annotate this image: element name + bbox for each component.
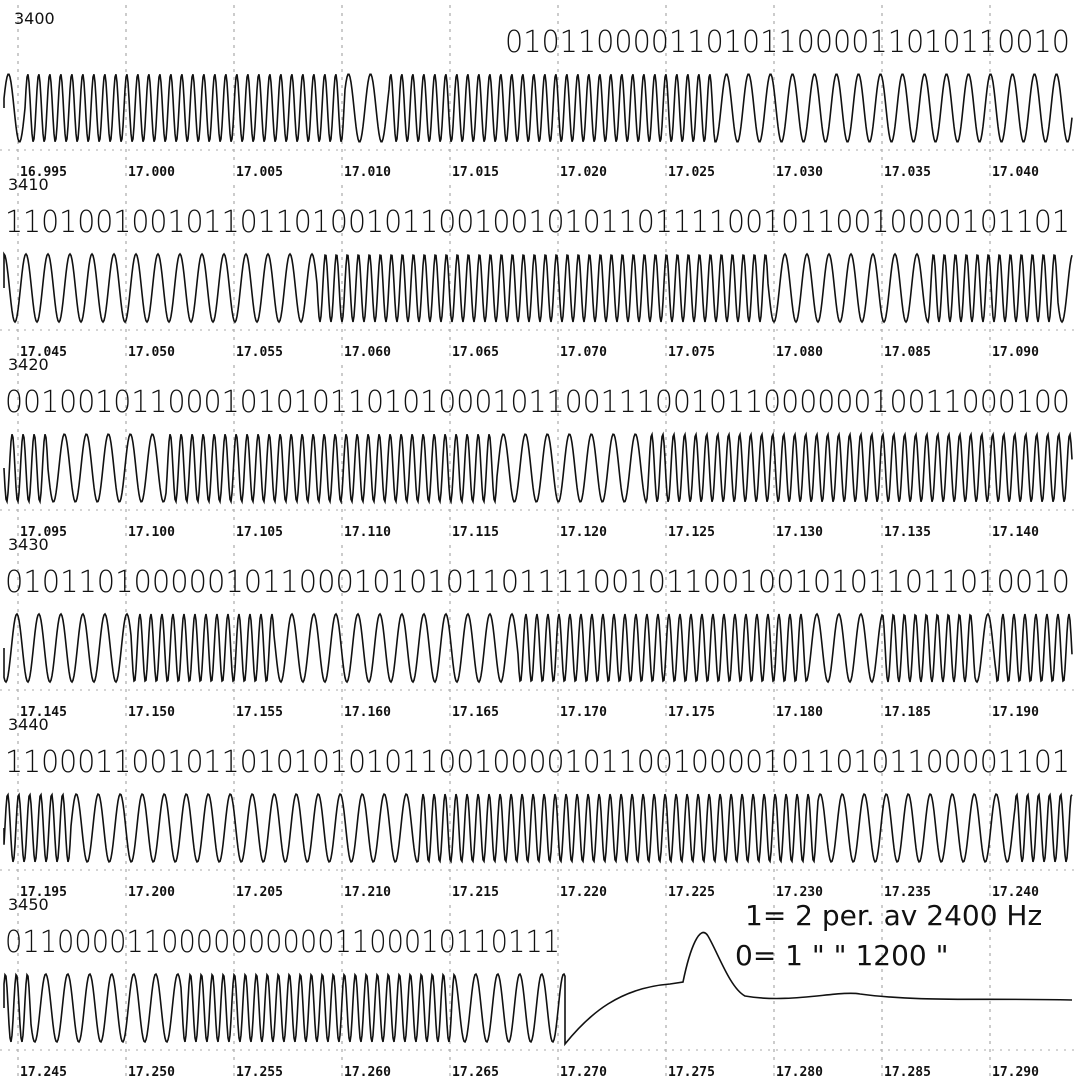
time-label: 17.185 — [884, 705, 931, 720]
time-label: 17.150 — [128, 705, 175, 720]
bit-string: 1101001001011011010010110010010101101111… — [5, 205, 1070, 240]
page: {"rows": [ {"label": "3400", "bits": "01… — [0, 0, 1076, 1082]
legend-line: 1= 2 per. av 2400 Hz — [745, 899, 1042, 932]
row-label: 3400 — [14, 9, 55, 28]
time-label: 17.055 — [236, 345, 283, 360]
time-label: 17.210 — [344, 885, 391, 900]
legend-line: 0= 1 " " 1200 " — [735, 939, 949, 972]
time-label: 17.100 — [128, 525, 175, 540]
row-label: 3410 — [8, 175, 49, 194]
time-label: 17.285 — [884, 1065, 931, 1080]
time-label: 17.225 — [668, 885, 715, 900]
time-label: 17.260 — [344, 1065, 391, 1080]
time-label: 17.090 — [992, 345, 1039, 360]
time-label: 17.250 — [128, 1065, 175, 1080]
time-label: 17.230 — [776, 885, 823, 900]
time-label: 17.175 — [668, 705, 715, 720]
time-label: 17.280 — [776, 1065, 823, 1080]
time-label: 17.015 — [452, 165, 499, 180]
time-label: 17.000 — [128, 165, 175, 180]
time-label: 17.190 — [992, 705, 1039, 720]
time-label: 17.265 — [452, 1065, 499, 1080]
time-label: 17.020 — [560, 165, 607, 180]
time-label: 17.215 — [452, 885, 499, 900]
time-label: 17.275 — [668, 1065, 715, 1080]
time-label: 17.270 — [560, 1065, 607, 1080]
time-label: 17.255 — [236, 1065, 283, 1080]
waveform — [4, 254, 1072, 322]
row-label: 3440 — [8, 715, 49, 734]
row-label: 3420 — [8, 355, 49, 374]
time-label: 17.025 — [668, 165, 715, 180]
time-label: 17.085 — [884, 345, 931, 360]
time-label: 17.240 — [992, 885, 1039, 900]
time-label: 17.035 — [884, 165, 931, 180]
waveform — [4, 434, 1072, 502]
time-label: 17.110 — [344, 525, 391, 540]
time-label: 17.120 — [560, 525, 607, 540]
waveform — [4, 614, 1072, 682]
time-label: 17.010 — [344, 165, 391, 180]
time-label: 17.290 — [992, 1065, 1039, 1080]
time-label: 17.080 — [776, 345, 823, 360]
time-label: 17.200 — [128, 885, 175, 900]
bit-string: 01100001100000000001100010110111 — [5, 925, 560, 960]
time-label: 17.235 — [884, 885, 931, 900]
time-label: 17.070 — [560, 345, 607, 360]
time-label: 17.180 — [776, 705, 823, 720]
bit-string: 0101100001101011000011010110010 — [505, 25, 1070, 60]
row-label: 3450 — [8, 895, 49, 914]
time-label: 17.050 — [128, 345, 175, 360]
time-label: 17.170 — [560, 705, 607, 720]
figure: 3400010110000110101100001101011001016.99… — [0, 0, 1076, 1082]
time-label: 17.060 — [344, 345, 391, 360]
time-label: 17.130 — [776, 525, 823, 540]
time-label: 17.220 — [560, 885, 607, 900]
bit-string: 0101101000001011000101010110111100101100… — [5, 565, 1070, 600]
time-label: 17.040 — [992, 165, 1039, 180]
time-label: 17.140 — [992, 525, 1039, 540]
time-label: 17.075 — [668, 345, 715, 360]
bit-string: 0010010110001010101101010001011001110010… — [5, 385, 1070, 420]
time-label: 17.105 — [236, 525, 283, 540]
time-label: 17.135 — [884, 525, 931, 540]
time-label: 17.155 — [236, 705, 283, 720]
waveform — [4, 794, 1072, 862]
bit-string: 1100011001011010101010110010000101100100… — [5, 745, 1070, 780]
row-label: 3430 — [8, 535, 49, 554]
time-label: 17.205 — [236, 885, 283, 900]
time-label: 17.065 — [452, 345, 499, 360]
time-label: 17.165 — [452, 705, 499, 720]
time-label: 17.245 — [20, 1065, 67, 1080]
time-label: 17.030 — [776, 165, 823, 180]
time-label: 17.115 — [452, 525, 499, 540]
waveform — [4, 74, 1072, 141]
time-label: 17.160 — [344, 705, 391, 720]
time-label: 17.125 — [668, 525, 715, 540]
time-label: 17.005 — [236, 165, 283, 180]
